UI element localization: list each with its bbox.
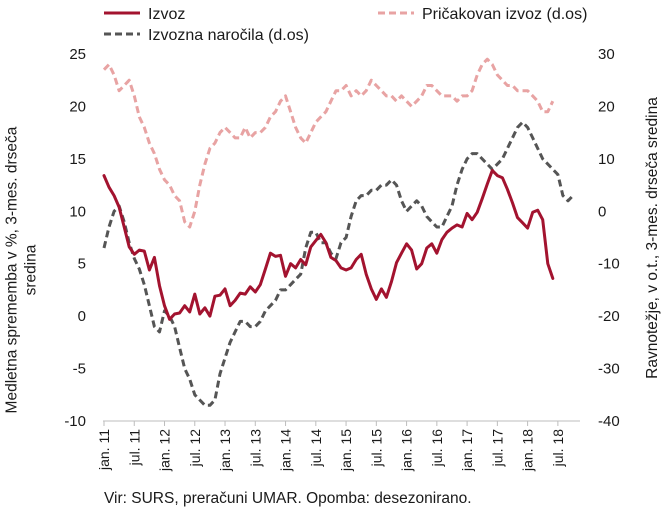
x-tick-label: jul. 16 [429,429,445,468]
x-tick-label: jul. 13 [247,429,263,468]
right-y-axis: 30 20 10 0 -10 -20 -30 -40 [598,46,620,430]
x-tick-label: jul. 18 [550,429,566,468]
axis-title-line: sredina [23,244,40,295]
x-tick-label: jul. 12 [187,429,203,468]
series-line-izvoz [102,168,555,321]
right-y-tick-label: -20 [598,308,620,325]
right-y-tick-label: 30 [598,46,615,63]
axis-title-line: Ravnotežje, v o.t., 3-mes. drseča sredin… [644,97,661,379]
left-y-tick-label: 5 [78,256,86,273]
plot-area [102,57,575,407]
x-tick-label: jul. 17 [489,429,505,468]
legend-label-izvoz: Izvoz [148,6,185,23]
left-y-tick-label: -5 [73,361,86,378]
left-y-tick-label: 25 [69,46,86,63]
right-y-axis-title: Ravnotežje, v o.t., 3-mes. drseča sredin… [644,97,661,379]
right-y-tick-label: -40 [598,413,620,430]
x-tick-label: jan. 15 [338,429,354,472]
x-axis: jan. 11 jul. 11 jan. 12 jul. 12 jan. 13 jul. … [96,421,566,472]
legend-label-izvozna-narocila: Izvozna naročila (d.os) [148,27,309,44]
left-y-tick-label: 10 [69,203,86,220]
x-tick-label: jan. 16 [399,429,415,472]
x-tick-label: jan. 17 [459,429,475,472]
x-tick-label: jul. 15 [368,429,384,468]
right-y-tick-label: 0 [598,203,606,220]
x-tick-label: jul. 14 [308,429,324,468]
right-y-tick-label: -30 [598,361,620,378]
source-note: Vir: SURS, preračuni UMAR. Opomba: desez… [104,490,472,507]
x-tick-label: jan. 14 [278,429,294,472]
left-y-axis: 25 20 15 10 5 0 -5 -10 [64,46,86,430]
right-y-tick-label: -10 [598,256,620,273]
axis-title-line: Medletna sprememba v %, 3-mes. drseča [4,126,21,413]
left-y-tick-label: -10 [64,413,86,430]
x-tick-label: jan. 13 [217,429,233,472]
series-line-pri-akovan-izvoz-d-os- [102,57,555,229]
x-tick-label: jan. 12 [157,429,173,472]
left-y-tick-label: 15 [69,151,86,168]
left-y-tick-label: 20 [69,98,86,115]
x-tick-label: jan. 18 [520,429,536,472]
left-y-tick-label: 0 [78,308,86,325]
right-y-tick-label: 10 [598,151,615,168]
legend: Izvoz Pričakovan izvoz (d.os) Izvozna na… [104,6,587,44]
x-tick-label: jan. 11 [96,429,112,471]
legend-label-pricakovan-izvoz: Pričakovan izvoz (d.os) [422,6,587,23]
right-y-tick-label: 20 [598,98,615,115]
left-y-axis-title: Medletna sprememba v %, 3-mes. drseča sre… [4,126,40,413]
x-tick-label: jul. 11 [126,429,142,467]
